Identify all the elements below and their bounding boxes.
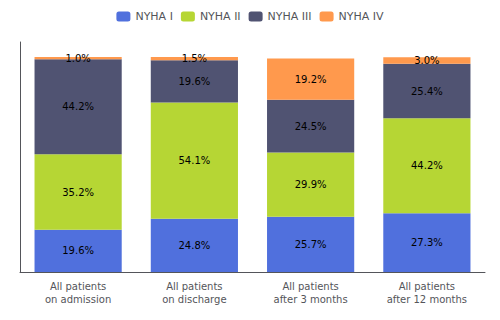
svg-text:on discharge: on discharge: [162, 294, 226, 305]
svg-text:29.9%: 29.9%: [295, 179, 327, 190]
svg-text:3.0%: 3.0%: [414, 55, 439, 66]
svg-text:19.6%: 19.6%: [62, 245, 94, 256]
svg-text:All patients: All patients: [166, 281, 222, 292]
svg-text:NYHA IV: NYHA IV: [339, 10, 384, 23]
svg-text:35.2%: 35.2%: [62, 187, 94, 198]
svg-text:44.2%: 44.2%: [411, 160, 443, 171]
svg-text:on admission: on admission: [45, 294, 111, 305]
svg-text:24.8%: 24.8%: [178, 240, 210, 251]
svg-text:19.2%: 19.2%: [295, 74, 327, 85]
svg-text:25.7%: 25.7%: [295, 239, 327, 250]
svg-text:24.5%: 24.5%: [295, 121, 327, 132]
svg-text:25.4%: 25.4%: [411, 86, 443, 97]
svg-text:NYHA I: NYHA I: [135, 10, 173, 23]
svg-text:All patients: All patients: [282, 281, 338, 292]
svg-text:1.0%: 1.0%: [65, 53, 90, 64]
svg-text:44.2%: 44.2%: [62, 101, 94, 112]
svg-text:All patients: All patients: [399, 281, 455, 292]
svg-text:after 12 months: after 12 months: [387, 294, 467, 305]
svg-text:54.1%: 54.1%: [178, 155, 210, 166]
svg-text:All patients: All patients: [50, 281, 106, 292]
svg-text:1.5%: 1.5%: [182, 53, 207, 64]
svg-text:NYHA III: NYHA III: [268, 10, 312, 23]
svg-text:NYHA II: NYHA II: [200, 10, 241, 23]
svg-text:after 3 months: after 3 months: [274, 294, 348, 305]
svg-text:19.6%: 19.6%: [178, 76, 210, 87]
svg-text:27.3%: 27.3%: [411, 237, 443, 248]
